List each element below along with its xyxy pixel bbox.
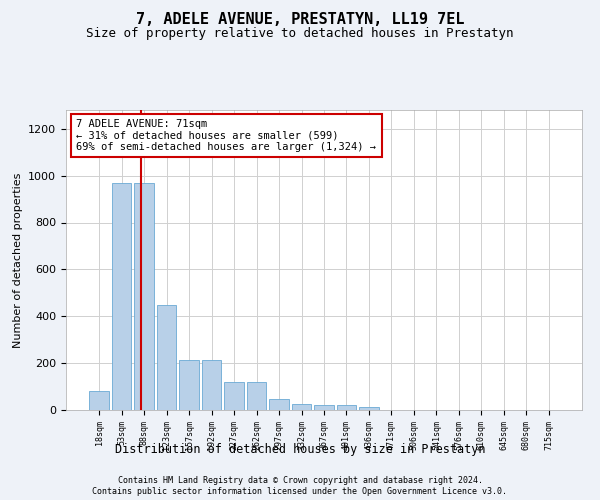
Bar xyxy=(292,404,311,410)
Bar xyxy=(202,360,221,410)
Bar xyxy=(134,182,154,410)
Bar xyxy=(179,360,199,410)
Bar xyxy=(337,405,356,410)
Bar xyxy=(359,407,379,410)
Text: Distribution of detached houses by size in Prestatyn: Distribution of detached houses by size … xyxy=(115,442,485,456)
Bar xyxy=(314,405,334,410)
Text: Contains HM Land Registry data © Crown copyright and database right 2024.: Contains HM Land Registry data © Crown c… xyxy=(118,476,482,485)
Bar xyxy=(157,304,176,410)
Bar xyxy=(269,400,289,410)
Text: 7, ADELE AVENUE, PRESTATYN, LL19 7EL: 7, ADELE AVENUE, PRESTATYN, LL19 7EL xyxy=(136,12,464,28)
Y-axis label: Number of detached properties: Number of detached properties xyxy=(13,172,23,348)
Bar xyxy=(247,382,266,410)
Bar xyxy=(112,182,131,410)
Text: 7 ADELE AVENUE: 71sqm
← 31% of detached houses are smaller (599)
69% of semi-det: 7 ADELE AVENUE: 71sqm ← 31% of detached … xyxy=(76,119,376,152)
Bar xyxy=(224,382,244,410)
Text: Size of property relative to detached houses in Prestatyn: Size of property relative to detached ho… xyxy=(86,28,514,40)
Text: Contains public sector information licensed under the Open Government Licence v3: Contains public sector information licen… xyxy=(92,488,508,496)
Bar xyxy=(89,391,109,410)
